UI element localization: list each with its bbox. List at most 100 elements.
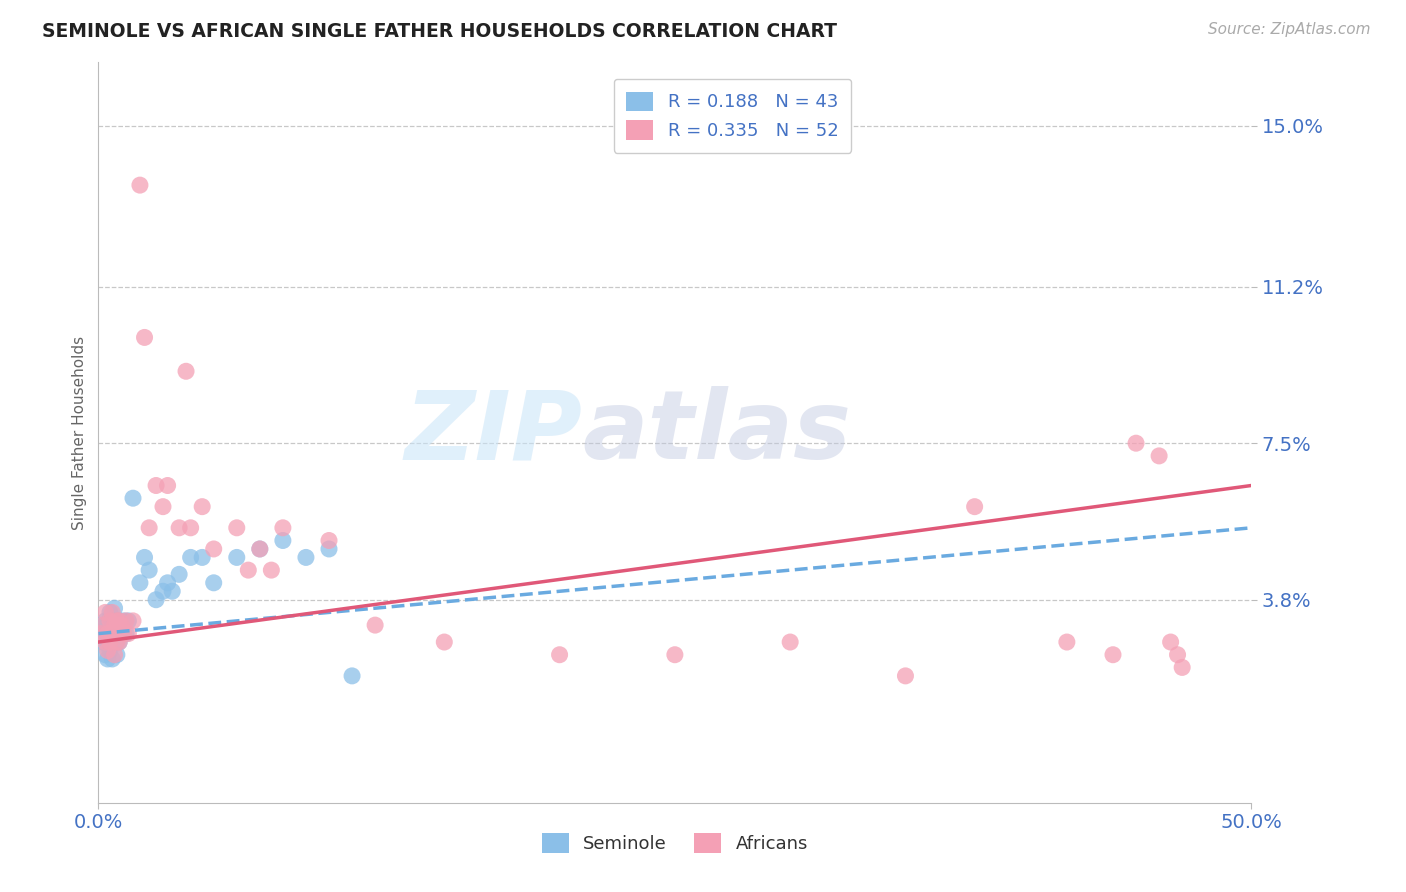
Point [156,575,179,590]
Point [91,635,114,649]
Point [202,575,225,590]
Point [664,648,686,662]
Text: Source: ZipAtlas.com: Source: ZipAtlas.com [1208,22,1371,37]
Point [156,478,179,492]
Point [249,541,271,556]
Point [1056,635,1078,649]
Point [138,563,160,577]
Point [112,626,135,640]
Text: ZIP: ZIP [405,386,582,479]
Legend: Seminole, Africans: Seminole, Africans [534,826,815,861]
Point [1147,449,1170,463]
Text: SEMINOLE VS AFRICAN SINGLE FATHER HOUSEHOLDS CORRELATION CHART: SEMINOLE VS AFRICAN SINGLE FATHER HOUSEH… [42,22,837,41]
Point [103,601,125,615]
Point [318,533,340,548]
Point [260,563,283,577]
Point [167,521,190,535]
Point [145,478,167,492]
Point [249,541,271,556]
Point [295,550,318,565]
Point [115,626,138,640]
Point [174,364,197,378]
Point [94,648,117,662]
Point [117,626,139,640]
Point [103,618,125,632]
Point [548,648,571,662]
Point [122,491,145,506]
Point [103,618,125,632]
Text: atlas: atlas [582,386,852,479]
Point [105,614,128,628]
Point [90,626,112,640]
Point [98,614,121,628]
Point [191,550,214,565]
Point [152,584,174,599]
Point [1125,436,1147,450]
Point [97,652,120,666]
Point [108,635,131,649]
Point [134,330,156,344]
Point [433,635,456,649]
Point [225,521,247,535]
Point [963,500,986,514]
Point [160,584,183,599]
Point [138,521,160,535]
Point [117,614,139,628]
Point [225,550,247,565]
Point [105,635,128,649]
Point [152,500,174,514]
Point [105,648,128,662]
Point [1171,660,1194,674]
Point [1160,635,1182,649]
Point [894,669,917,683]
Point [97,618,120,632]
Point [101,626,124,640]
Point [108,614,131,628]
Point [98,626,121,640]
Point [101,652,124,666]
Point [94,606,117,620]
Point [94,614,117,628]
Point [91,618,114,632]
Point [191,500,214,514]
Point [180,521,202,535]
Point [271,521,294,535]
Point [180,550,202,565]
Point [145,592,167,607]
Point [108,635,131,649]
Point [134,550,156,565]
Point [110,623,132,637]
Point [238,563,260,577]
Point [364,618,387,632]
Point [112,614,135,628]
Point [122,614,145,628]
Point [202,541,225,556]
Point [94,635,117,649]
Point [101,614,124,628]
Point [271,533,294,548]
Point [98,635,121,649]
Point [340,669,363,683]
Point [167,567,190,582]
Point [101,635,124,649]
Point [97,643,120,657]
Point [1167,648,1189,662]
Point [91,618,114,632]
Point [108,614,131,628]
Point [129,575,152,590]
Point [90,626,112,640]
Point [318,541,340,556]
Point [779,635,801,649]
Point [129,178,152,193]
Y-axis label: Single Father Households: Single Father Households [72,335,87,530]
Point [94,626,117,640]
Point [110,618,132,632]
Point [103,648,125,662]
Point [115,614,138,628]
Point [98,606,121,620]
Point [97,626,120,640]
Point [98,643,121,657]
Point [97,635,120,649]
Point [1102,648,1125,662]
Point [101,606,124,620]
